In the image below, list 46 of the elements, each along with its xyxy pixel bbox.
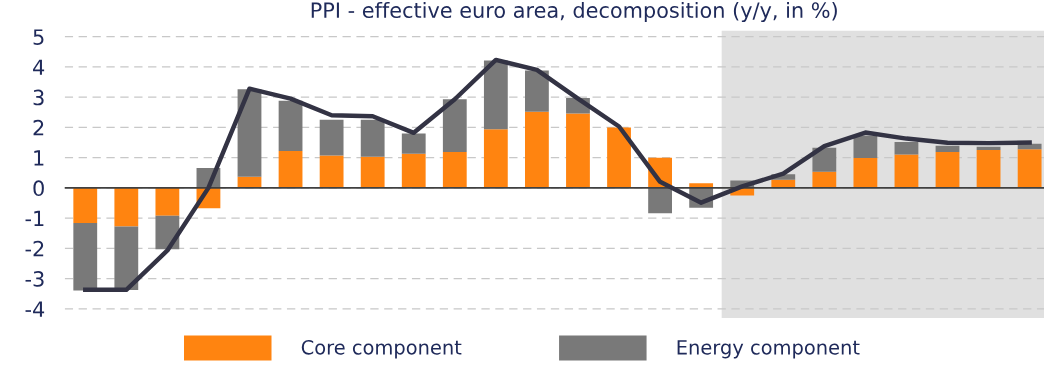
bar xyxy=(525,70,549,112)
bar xyxy=(1017,149,1042,188)
bar xyxy=(442,151,467,188)
y-tick-label: 3 xyxy=(33,89,44,106)
bar xyxy=(278,100,303,151)
bar xyxy=(566,113,590,188)
y-tick-label: 0 xyxy=(33,180,44,197)
line-series xyxy=(83,57,1032,292)
bar xyxy=(894,154,919,188)
bar xyxy=(853,157,878,188)
bar xyxy=(114,187,139,227)
bar xyxy=(73,222,98,291)
legend-label: Core component xyxy=(301,339,462,359)
y-tick-label: -3 xyxy=(25,271,44,287)
bar xyxy=(935,151,960,188)
y-tick-label: -4 xyxy=(25,301,45,317)
bar xyxy=(319,155,344,188)
bar xyxy=(812,147,837,172)
bar xyxy=(483,129,508,188)
y-tick-label: 4 xyxy=(33,59,45,75)
bar xyxy=(812,171,837,188)
bar xyxy=(155,187,180,216)
bar xyxy=(360,156,385,188)
bar xyxy=(401,133,426,154)
bar xyxy=(607,127,631,188)
bar xyxy=(853,135,878,158)
bar xyxy=(360,119,385,157)
y-tick-label: -2 xyxy=(25,240,44,257)
y-tick-label: 2 xyxy=(33,119,44,136)
bar xyxy=(648,187,672,214)
bar xyxy=(894,141,919,155)
bar xyxy=(319,119,344,156)
y-tick-label: 1 xyxy=(34,150,44,166)
bar xyxy=(401,153,426,188)
legend-label: Energy component xyxy=(677,340,860,359)
bar xyxy=(483,60,508,130)
y-tick-label: -1 xyxy=(25,210,44,227)
bar xyxy=(114,226,139,291)
bar xyxy=(73,187,98,223)
bar xyxy=(278,150,303,188)
bar xyxy=(525,111,549,188)
y-tick-label: 5 xyxy=(33,29,44,45)
chart-title: PPI - effective euro area, decomposition (y/y, in %) xyxy=(311,1,837,23)
bar xyxy=(935,145,960,152)
bar xyxy=(976,150,1001,188)
bar xyxy=(442,99,467,152)
